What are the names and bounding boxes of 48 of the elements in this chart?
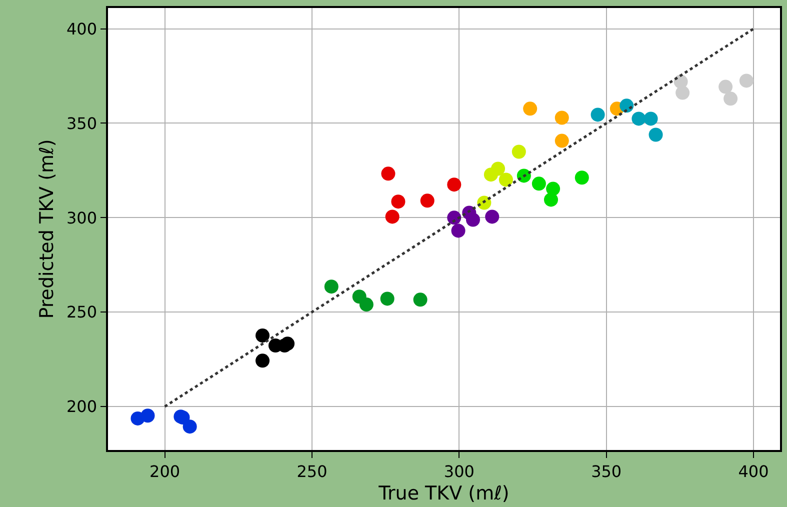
point [420,194,434,208]
y-tick-label: 350 [66,114,98,133]
point [451,224,466,238]
point [413,292,428,307]
x-tick-label: 200 [150,462,180,481]
point [385,210,400,224]
y-axis-title: Predicted TKV (mℓ) [36,139,58,319]
y-tick-label: 200 [66,397,98,416]
point [324,280,338,294]
point [544,192,558,207]
x-tick-label: 300 [444,462,474,481]
point [554,110,569,125]
point [676,86,690,100]
x-tick-label: 350 [591,462,622,481]
x-tick-label: 400 [738,462,769,481]
x-axis-title: True TKV (mℓ) [378,482,510,504]
point [380,292,394,306]
point [523,102,538,116]
point [532,176,546,191]
point [447,178,462,192]
y-tick-label: 400 [66,19,98,38]
point [574,170,589,185]
point [491,162,506,176]
point [648,128,663,142]
point [256,328,270,343]
point [391,194,406,209]
point [280,336,295,351]
point [256,354,270,368]
y-tick-label: 300 [66,208,98,228]
point [554,134,569,148]
point [512,144,526,159]
point [140,408,155,423]
point [182,420,197,434]
point [632,112,646,126]
point [724,92,738,106]
point [718,80,733,94]
point [620,98,634,113]
y-tick-label: 250 [66,302,98,322]
point [485,210,500,224]
point [447,210,462,225]
point [359,298,374,312]
point [644,112,658,126]
x-tick-label: 250 [296,462,328,481]
point [739,74,754,88]
point [381,166,396,181]
point [466,212,480,227]
point [590,108,605,122]
point [498,172,513,187]
